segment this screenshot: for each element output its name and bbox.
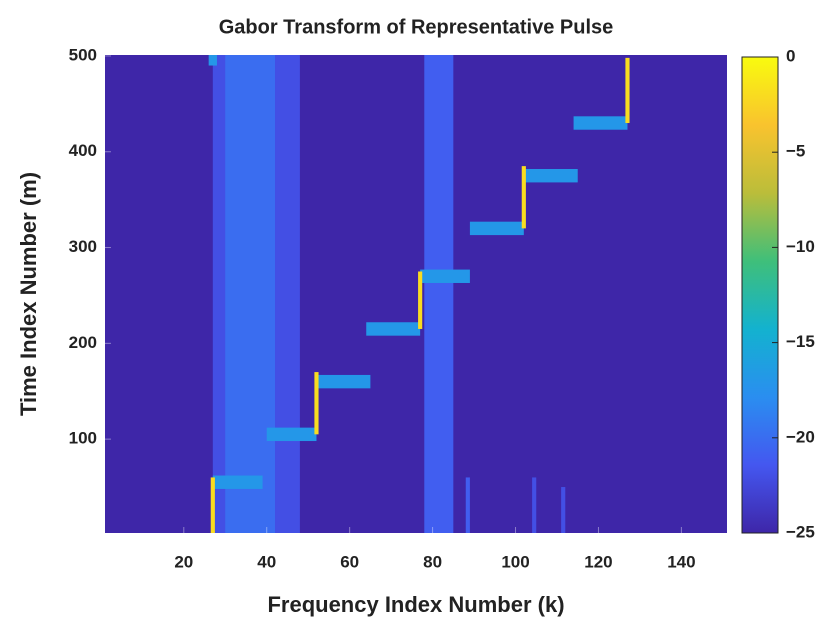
heatmap-cell	[212, 475, 263, 489]
colorbar: −25 −20 −15 −10 −5 0	[741, 46, 815, 541]
heatmap-cell	[420, 269, 470, 283]
x-tick-label: 20	[174, 552, 193, 571]
heatmap-cell	[316, 374, 371, 389]
y-axis-label: Time Index Number (m)	[16, 172, 41, 416]
heatmap-cell	[465, 477, 470, 533]
x-tick-label: 140	[667, 552, 695, 571]
colorbar-tick-label: −10	[786, 237, 815, 256]
y-tick-label: 500	[69, 45, 97, 64]
colorbar-tick-label: −15	[786, 332, 815, 351]
x-tick-label: 120	[584, 552, 612, 571]
colorbar-tick-label: −5	[786, 142, 805, 161]
x-axis-label: Frequency Index Number (k)	[267, 592, 564, 617]
heatmap-cell	[424, 55, 454, 533]
x-tick-label: 60	[340, 552, 359, 571]
heatmap-cell	[210, 477, 215, 533]
y-tick-label: 100	[69, 429, 97, 448]
heatmap-cell	[573, 116, 628, 130]
y-tick-label: 300	[69, 237, 97, 256]
heatmap-cell	[561, 487, 566, 533]
heatmap-background	[105, 55, 727, 533]
heatmap-cell	[314, 372, 319, 435]
heatmap-cell	[532, 477, 537, 533]
heatmap-cell	[521, 166, 526, 229]
colorbar-tick-label: −20	[786, 427, 815, 446]
colorbar-tick-label: −25	[786, 522, 815, 541]
colorbar-gradient	[741, 56, 779, 534]
y-tick-label: 400	[69, 141, 97, 160]
colorbar-tick-label: 0	[786, 46, 795, 65]
x-tick-label: 40	[257, 552, 276, 571]
x-tick-label: 80	[423, 552, 442, 571]
heatmap-cell	[523, 168, 578, 183]
heatmap-cell	[366, 322, 421, 336]
x-tick-label: 100	[501, 552, 529, 571]
heatmap-cell	[469, 221, 524, 236]
chart-title: Gabor Transform of Representative Pulse	[219, 16, 614, 38]
heatmap-cell	[418, 271, 423, 329]
heatmap-cell	[208, 55, 217, 66]
heatmap-cell	[625, 57, 630, 124]
y-tick-label: 200	[69, 333, 97, 352]
heatmap-cell	[266, 427, 317, 442]
heatmap-cell	[225, 55, 276, 533]
plot-area	[105, 55, 727, 533]
